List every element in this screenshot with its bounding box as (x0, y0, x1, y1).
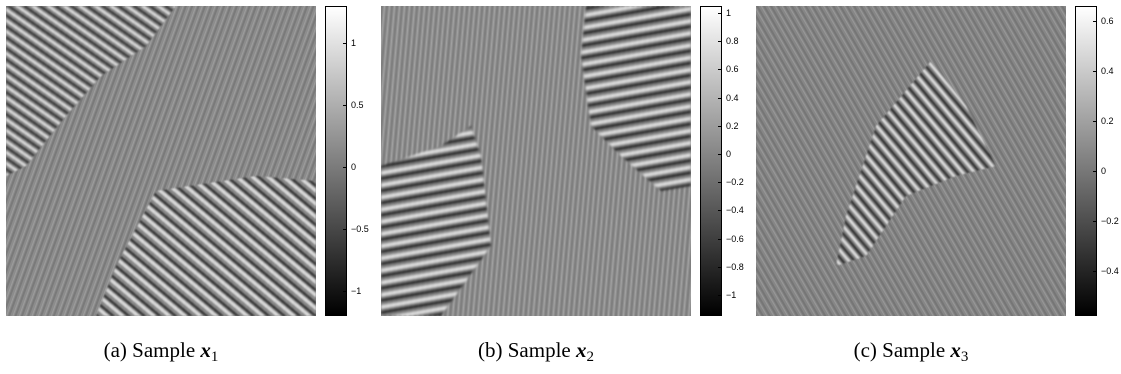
colorbar-tick-label: 0.6 (1101, 16, 1114, 26)
colorbar-tick-label: 0.5 (351, 100, 364, 111)
colorbar-b (700, 6, 722, 316)
colorbar-tick-label: 0.6 (726, 64, 739, 75)
colorbar-tick-label: −0.4 (726, 205, 744, 216)
caption-b-sub: 2 (586, 349, 594, 365)
colorbar-a (325, 6, 347, 316)
colorbar-tick-label: −0.4 (1101, 266, 1119, 276)
colorbar-tickmark (343, 167, 347, 169)
colorbar-tick-label: 0 (1101, 166, 1107, 176)
colorbar-tickmark (718, 41, 722, 43)
colorbar-tickmark (718, 69, 722, 71)
panel-a: 1 0.5 0 −0.5 −1 (a) Sample x1 (0, 0, 370, 374)
caption-b: (b) Sample x2 (375, 338, 697, 366)
colorbar-tick-label: −1 (351, 286, 362, 297)
colorbar-tickmark (1093, 121, 1097, 122)
sample-image-3 (756, 6, 1066, 316)
caption-c: (c) Sample x3 (750, 338, 1072, 366)
colorbar-tickmark (718, 182, 722, 184)
colorbar-tick-label: 0.2 (1101, 116, 1114, 126)
colorbar-tickmark (1093, 271, 1097, 272)
colorbar-tickmark (718, 294, 722, 296)
caption-a-prefix: (a) Sample (103, 338, 196, 362)
colorbar-tickmark (718, 13, 722, 15)
caption-a: (a) Sample x1 (0, 338, 322, 366)
colorbar-tickmark (718, 125, 722, 127)
colorbar-tick-label: −0.5 (351, 224, 369, 235)
caption-c-prefix: (c) Sample (853, 338, 946, 362)
caption-c-var: x (950, 338, 961, 362)
colorbar-tick-label: 0 (726, 148, 732, 159)
colorbar-tickmark (1093, 221, 1097, 222)
colorbar-tick-label: 1 (726, 8, 732, 19)
colorbar-tick-label: 0.8 (726, 36, 739, 47)
caption-a-var: x (200, 338, 211, 362)
panel-b: 1 0.8 0.6 0.4 0.2 0 −0.2 −0.4 −0.6 −0.8 −1 (b) Sam… (375, 0, 745, 374)
colorbar-tick-label: 1 (351, 38, 357, 49)
sample-image-1 (6, 6, 316, 316)
colorbar-tick-label: 0.4 (726, 92, 739, 103)
colorbar-tick-label: −0.8 (726, 261, 744, 272)
colorbar-c (1075, 6, 1097, 316)
colorbar-tick-label: −0.2 (1101, 216, 1119, 226)
colorbar-tick-label: −1 (726, 289, 737, 300)
colorbar-tick-label: 0.2 (726, 120, 739, 131)
colorbar-tickmark (718, 210, 722, 212)
sample-image-2 (381, 6, 691, 316)
caption-b-var: x (575, 338, 587, 362)
colorbar-tickmark (718, 238, 722, 240)
caption-c-sub: 3 (960, 349, 969, 365)
colorbar-tickmark (343, 229, 347, 231)
colorbar-tickmark (343, 291, 347, 293)
colorbar-tickmark (1093, 71, 1097, 72)
colorbar-tickmark (1093, 21, 1097, 22)
colorbar-tick-label: −0.2 (726, 177, 744, 188)
colorbar-tickmark (718, 266, 722, 268)
colorbar-tickmark (1093, 171, 1097, 172)
colorbar-tick-label: −0.6 (726, 233, 744, 244)
colorbar-tick-label: 0 (351, 162, 357, 173)
caption-a-sub: 1 (210, 349, 219, 365)
caption-b-prefix: (b) Sample (478, 338, 571, 362)
colorbar-tickmark (343, 43, 347, 45)
colorbar-tickmark (718, 97, 722, 99)
colorbar-tickmark (718, 153, 722, 155)
panel-c: 0.6 0.4 0.2 0 −0.2 −0.4 (c) Sample x3 (750, 0, 1120, 374)
colorbar-tick-label: 0.4 (1101, 66, 1114, 76)
colorbar-tickmark (343, 105, 347, 107)
